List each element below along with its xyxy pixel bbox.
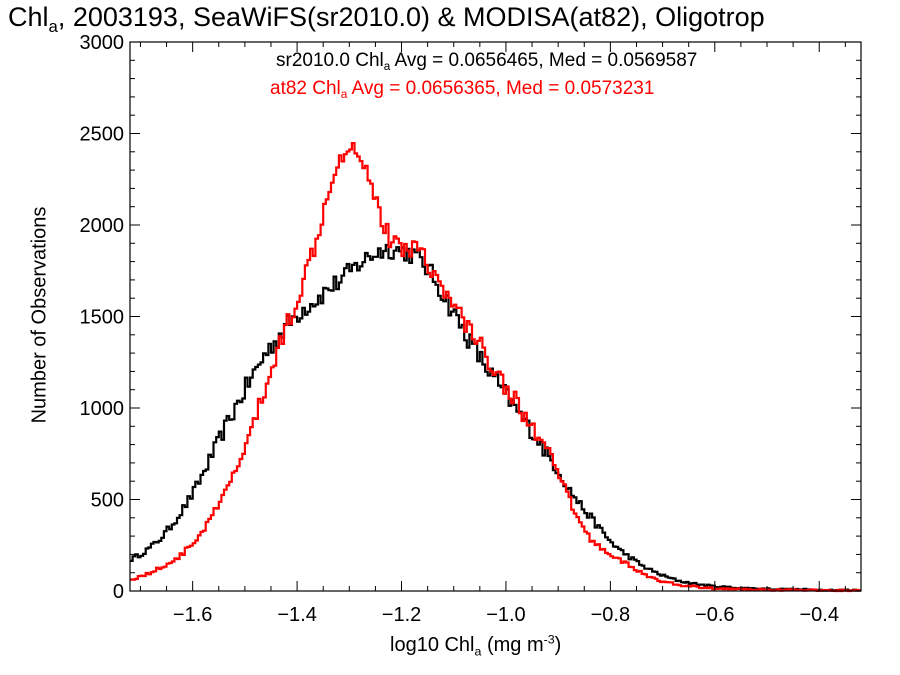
- x-tick-label: −0.8: [591, 604, 630, 626]
- x-tick-label: −0.4: [799, 604, 838, 626]
- series-layer: [130, 142, 861, 593]
- x-tick-label: −1.0: [486, 604, 525, 626]
- y-tick-label: 0: [113, 581, 124, 603]
- series-line-at82: [130, 142, 861, 593]
- x-tick-label: −1.2: [382, 604, 421, 626]
- legend-entry-sr2010: sr2010.0 Chla Avg = 0.0656465, Med = 0.0…: [276, 50, 698, 74]
- legend-entry-at82: at82 Chla Avg = 0.0656365, Med = 0.05732…: [270, 78, 655, 102]
- y-axis-label: Number of Observations: [28, 206, 51, 424]
- y-tick-label: 2000: [80, 215, 125, 237]
- y-tick-label: 1500: [80, 307, 125, 329]
- y-tick-label: 1000: [80, 398, 125, 420]
- series-line-sr2010-0: [130, 243, 861, 592]
- plot-frame: [129, 41, 862, 592]
- axis-layer: −1.6 −1.4 −1.2 −1.0 −0.8 −0.6 −0.4 0 500 1000 1500…: [80, 32, 862, 626]
- x-axis-label: log10 Chla (mg m-3): [390, 632, 562, 659]
- x-tick-label: −1.6: [173, 604, 212, 626]
- y-tick-label: 500: [91, 490, 124, 512]
- y-tick-label: 2500: [80, 124, 125, 146]
- chart-title: Chla, 2003193, SeaWiFS(sr2010.0) & MODIS…: [8, 2, 765, 36]
- x-tick-label: −0.6: [695, 604, 734, 626]
- y-tick-label: 3000: [80, 32, 125, 54]
- x-tick-label: −1.4: [277, 604, 316, 626]
